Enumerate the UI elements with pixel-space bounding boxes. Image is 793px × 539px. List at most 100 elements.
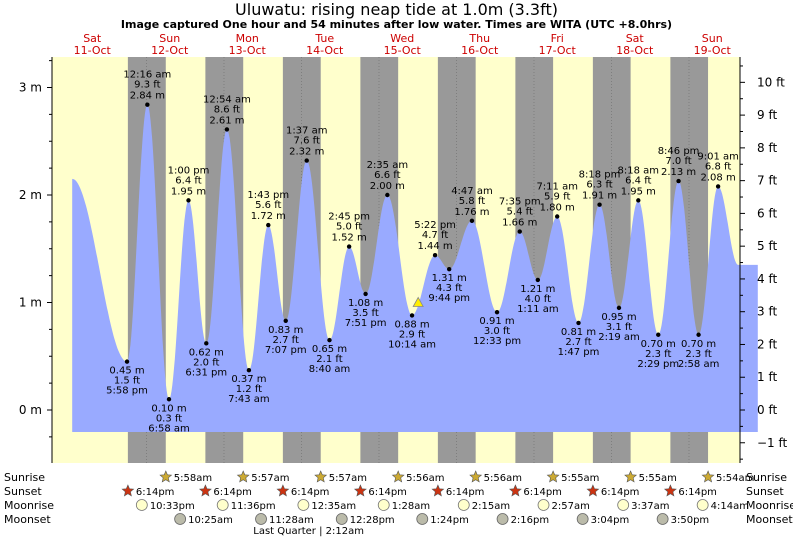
left-tick-label: 1 m bbox=[19, 296, 42, 310]
extreme-metres: 1.21 m bbox=[520, 284, 555, 295]
moonset-time: 3:04pm bbox=[591, 515, 630, 526]
extreme-feet: 2.3 ft bbox=[645, 349, 671, 360]
row-label-left-2: Moonrise bbox=[4, 499, 54, 512]
extreme-time: 12:33 pm bbox=[473, 336, 521, 347]
high-tide-label-27: 8:46 pm7.0 ft2.13 m bbox=[658, 146, 700, 178]
moonrise-6: 3:37am bbox=[617, 499, 670, 512]
row-label-left-0: Sunrise bbox=[4, 471, 45, 484]
moonrise-time: 2:15am bbox=[472, 501, 510, 512]
day-date-8: 19-Oct bbox=[694, 44, 732, 57]
extreme-time: 2:35 am bbox=[367, 160, 409, 171]
extreme-time: 8:18 pm bbox=[579, 170, 621, 181]
extreme-time: 1:47 pm bbox=[558, 347, 600, 358]
right-axis-ticks: −1 ft 0 ft 1 ft 2 ft 3 ft 4 ft 5 ft 6 ft 7 ft 8 f… bbox=[740, 65, 788, 460]
sunset-time: 6:14pm bbox=[446, 487, 485, 498]
sunset-time: 6:14pm bbox=[291, 487, 330, 498]
moonrise-icon bbox=[457, 499, 470, 511]
extreme-feet: 7.0 ft bbox=[665, 156, 691, 167]
extreme-metres: 1.95 m bbox=[171, 186, 206, 197]
sunset-icon bbox=[663, 484, 677, 497]
extreme-point-21 bbox=[554, 214, 560, 219]
extreme-metres: 1.31 m bbox=[432, 273, 467, 284]
day-name-1: Sun bbox=[159, 32, 180, 45]
sunset-0: 6:14pm bbox=[121, 484, 174, 498]
moonrise-3: 1:28am bbox=[377, 499, 430, 512]
sunrise-time: 5:58am bbox=[174, 473, 212, 484]
sunrise-time: 5:54am bbox=[716, 473, 754, 484]
sunset-3: 6:14pm bbox=[353, 484, 407, 498]
extreme-time: 8:18 am bbox=[618, 165, 660, 176]
extreme-time: 6:58 am bbox=[148, 423, 190, 434]
moonrise-time: 10:33pm bbox=[150, 501, 195, 512]
extreme-metres: 0.70 m bbox=[681, 339, 716, 350]
sunset-5: 6:14pm bbox=[508, 484, 562, 498]
day-name-2: Mon bbox=[236, 32, 259, 45]
extreme-metres: 1.76 m bbox=[454, 207, 489, 218]
extreme-time: 1:43 pm bbox=[247, 190, 289, 201]
low-tide-label-6: 0.37 m1.2 ft7:43 am bbox=[228, 374, 270, 405]
row-label-left-1: Sunset bbox=[4, 485, 42, 498]
extreme-metres: 2.00 m bbox=[370, 181, 405, 192]
moonset-4: 2:16pm bbox=[496, 513, 549, 526]
day-date-7: 18-Oct bbox=[616, 44, 654, 57]
sunset-7: 6:14pm bbox=[663, 484, 717, 498]
extreme-point-8 bbox=[283, 318, 288, 323]
day-name-4: Wed bbox=[390, 32, 414, 45]
moonrise-icon bbox=[135, 499, 148, 511]
extreme-point-27 bbox=[676, 178, 681, 184]
low-tide-label-8: 0.83 m2.7 ft7:07 pm bbox=[265, 325, 307, 356]
right-tick-label: 6 ft bbox=[757, 206, 777, 220]
high-tide-label-23: 8:18 pm6.3 ft1.91 m bbox=[579, 170, 621, 202]
moonrise-0: 10:33pm bbox=[135, 499, 195, 512]
extreme-time: 2:45 pm bbox=[328, 212, 370, 223]
extreme-time: 9:44 pm bbox=[428, 293, 470, 304]
moonset-5: 3:04pm bbox=[576, 513, 630, 526]
extreme-metres: 2.61 m bbox=[209, 115, 244, 126]
moonset-icon bbox=[496, 513, 509, 525]
extreme-point-10 bbox=[327, 337, 332, 343]
right-tick-label: 1 ft bbox=[757, 370, 777, 384]
moonset-time: 12:28pm bbox=[350, 515, 395, 526]
moonset-time: 3:50pm bbox=[671, 515, 710, 526]
extreme-metres: 0.37 m bbox=[231, 374, 266, 385]
right-tick-label: −1 ft bbox=[757, 436, 788, 450]
day-name-7: Sat bbox=[626, 32, 645, 45]
sunrise-time: 5:57am bbox=[251, 473, 289, 484]
moonset-icon bbox=[335, 513, 348, 525]
moonrise-icon bbox=[216, 499, 229, 511]
extreme-point-16 bbox=[446, 266, 452, 272]
moonset-3: 1:24pm bbox=[416, 513, 469, 526]
low-tide-label-10: 0.65 m2.1 ft8:40 am bbox=[309, 344, 351, 375]
sunset-time: 6:14pm bbox=[523, 487, 562, 498]
day-name-8: Sun bbox=[702, 32, 723, 45]
extreme-metres: 0.91 m bbox=[479, 316, 514, 327]
extreme-metres: 2.08 m bbox=[701, 172, 736, 183]
low-tide-label-20: 1.21 m4.0 ft1:11 am bbox=[517, 284, 559, 315]
extreme-time: 8:40 am bbox=[309, 364, 351, 375]
sunrise-time: 5:55am bbox=[561, 473, 599, 484]
sunset-icon bbox=[276, 484, 290, 497]
low-tide-label-22: 0.81 m2.7 ft1:47 pm bbox=[558, 327, 600, 358]
moonrise-5: 2:57am bbox=[537, 499, 590, 512]
extreme-feet: 9.3 ft bbox=[134, 80, 160, 91]
extreme-feet: 6.4 ft bbox=[625, 175, 651, 186]
sunrise-time: 5:57am bbox=[329, 473, 367, 484]
right-tick-label: 7 ft bbox=[757, 174, 777, 188]
extreme-feet: 6.4 ft bbox=[175, 175, 201, 186]
extreme-time: 7:43 am bbox=[228, 394, 270, 405]
moonrise-time: 1:28am bbox=[392, 501, 430, 512]
moonset-icon bbox=[255, 513, 267, 525]
moon-phase-label: Last Quarter | 2:12am bbox=[253, 526, 364, 537]
extreme-metres: 1.91 m bbox=[582, 191, 617, 202]
sunset-icon bbox=[508, 484, 522, 497]
row-label-right-2: Moonrise bbox=[746, 499, 793, 512]
extreme-metres: 0.81 m bbox=[561, 327, 596, 338]
right-tick-label: 3 ft bbox=[757, 305, 777, 319]
moonrise-icon bbox=[377, 499, 390, 511]
extreme-point-26 bbox=[656, 332, 661, 337]
extreme-time: 12:16 am bbox=[123, 70, 171, 81]
sunrise-icon bbox=[701, 470, 715, 483]
right-tick-label: 9 ft bbox=[757, 108, 777, 122]
sunset-time: 6:14pm bbox=[601, 487, 640, 498]
moonset-icon bbox=[174, 513, 187, 525]
